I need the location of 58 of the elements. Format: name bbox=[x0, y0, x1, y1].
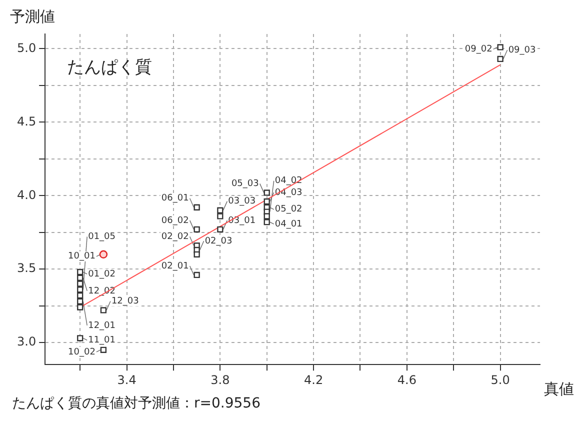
point bbox=[99, 250, 108, 258]
point bbox=[77, 286, 84, 293]
point bbox=[264, 213, 270, 220]
annotation: 04_03 bbox=[274, 188, 302, 198]
point bbox=[264, 190, 270, 196]
x-tick-label: 4.2 bbox=[304, 372, 324, 387]
annotation: たんぱく質 bbox=[67, 57, 152, 78]
point bbox=[497, 44, 504, 50]
annotation: 12_03 bbox=[111, 296, 139, 307]
point bbox=[217, 213, 224, 220]
y-tick-label: 5.0 bbox=[16, 40, 36, 55]
annotation: 05_03 bbox=[231, 179, 259, 190]
point bbox=[100, 346, 107, 353]
y-tick-label: 3.5 bbox=[16, 261, 36, 276]
point bbox=[77, 304, 84, 310]
annotation: 01_05 bbox=[88, 232, 116, 242]
point bbox=[497, 56, 504, 62]
point bbox=[194, 272, 200, 278]
annotation: 11_01 bbox=[88, 335, 116, 346]
text: たんぱく質の真値対予測値：r=0.9556 bbox=[12, 396, 261, 412]
point bbox=[100, 307, 107, 314]
annotation: 03_03 bbox=[228, 196, 256, 207]
point bbox=[217, 207, 224, 214]
x-tick-label: 3.4 bbox=[117, 372, 136, 387]
x-tick-label: 5.0 bbox=[490, 372, 510, 387]
annotation: 09_02 bbox=[464, 44, 492, 55]
y-tick-label: 4.0 bbox=[16, 188, 36, 202]
point bbox=[217, 226, 224, 232]
x-axis-title: 真値 bbox=[544, 380, 574, 398]
point bbox=[264, 219, 270, 226]
annotation: 01_02 bbox=[88, 269, 116, 280]
point bbox=[77, 298, 84, 304]
annotation: 09_03 bbox=[508, 45, 536, 56]
point bbox=[77, 335, 84, 342]
point bbox=[77, 280, 84, 287]
y-tick-label: 3.0 bbox=[16, 334, 36, 349]
annotation: 10_01 bbox=[68, 252, 96, 262]
point bbox=[194, 251, 200, 258]
point bbox=[77, 274, 84, 281]
x-tick-label: 4.6 bbox=[397, 372, 416, 387]
annotation: 06_01 bbox=[161, 194, 189, 204]
annotation: 03_01 bbox=[228, 216, 256, 226]
point bbox=[77, 268, 84, 276]
point bbox=[194, 226, 200, 232]
annotation: 10_02 bbox=[68, 347, 96, 358]
point bbox=[194, 204, 200, 210]
annotation: 02_02 bbox=[161, 232, 189, 242]
annotation: 12_01 bbox=[88, 320, 116, 331]
annotation: 05_02 bbox=[274, 204, 302, 215]
x-tick-label: 3.8 bbox=[210, 372, 230, 387]
annotation: 04_01 bbox=[274, 219, 302, 230]
point bbox=[77, 292, 84, 299]
y-tick-label: 4.5 bbox=[16, 114, 36, 128]
annotation: 06_02 bbox=[161, 216, 189, 226]
annotation: 02_03 bbox=[204, 236, 232, 246]
point bbox=[264, 198, 270, 205]
annotation: 02_01 bbox=[161, 261, 189, 272]
y-axis-title: 予測値 bbox=[10, 7, 55, 26]
